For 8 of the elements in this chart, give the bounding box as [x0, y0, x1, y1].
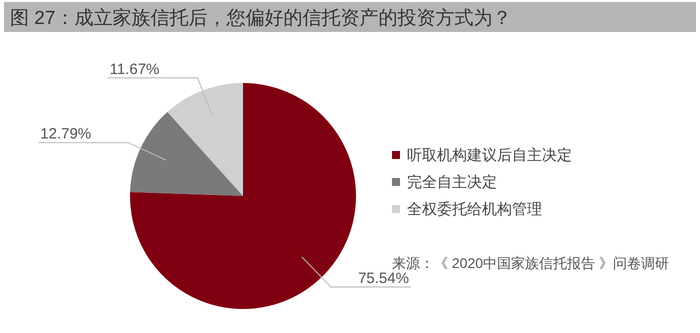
- chart-title: 图 27：成立家族信托后，您偏好的信托资产的投资方式为？: [10, 7, 512, 29]
- data-label: 75.54%: [358, 270, 409, 287]
- legend-label: 听取机构建议后自主决定: [407, 147, 572, 164]
- legend-label: 全权委托给机构管理: [407, 201, 542, 218]
- legend-label: 完全自主决定: [407, 174, 497, 191]
- data-label: 11.67%: [110, 60, 160, 78]
- source-note: 来源：《 2020中国家族信托报告 》问卷调研: [392, 255, 669, 271]
- data-label: 12.79%: [40, 126, 92, 143]
